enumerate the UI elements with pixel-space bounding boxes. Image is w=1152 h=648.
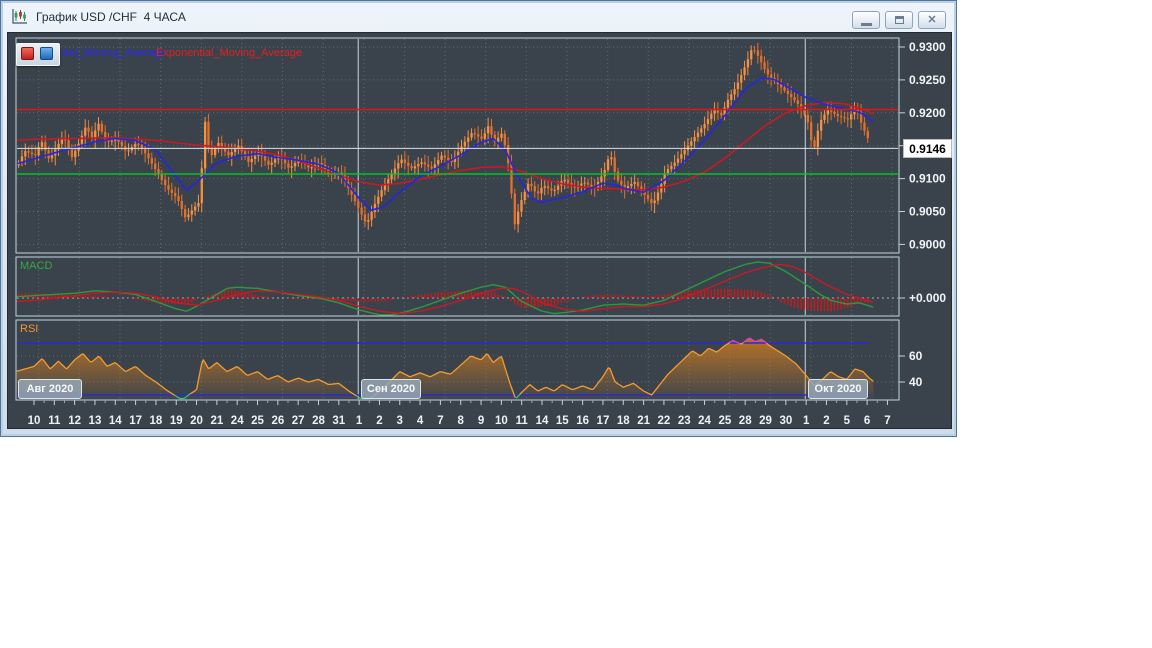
legend-ema-slow-label: Exponential_Moving_Average bbox=[156, 47, 302, 59]
legend-chip-blue[interactable] bbox=[40, 47, 53, 60]
macd-panel[interactable] bbox=[15, 256, 900, 317]
minimize-icon bbox=[860, 22, 872, 26]
close-icon: ✕ bbox=[927, 13, 937, 26]
restore-button[interactable] bbox=[885, 11, 913, 29]
close-button[interactable]: ✕ bbox=[918, 11, 946, 29]
minimize-button[interactable] bbox=[852, 11, 880, 29]
legend-chip-red[interactable] bbox=[21, 47, 34, 60]
chart-canvas: 0.93000.92500.92000.91000.90500.90006040… bbox=[15, 37, 946, 427]
rsi-indicator-label: RSI bbox=[20, 323, 39, 335]
candlestick-chart-icon bbox=[12, 8, 27, 24]
price-panel[interactable] bbox=[15, 37, 900, 254]
month-label-sep: Сен 2020 bbox=[361, 379, 421, 399]
window-controls: ✕ bbox=[852, 11, 946, 29]
month-label-aug: Авг 2020 bbox=[18, 379, 82, 399]
titlebar[interactable]: График USD /CHF 4 ЧАСА ✕ bbox=[1, 1, 956, 32]
legend-chipbox bbox=[16, 43, 60, 66]
window-title: График USD /CHF 4 ЧАСА bbox=[36, 9, 186, 24]
restore-icon bbox=[894, 16, 904, 24]
macd-indicator-label: MACD bbox=[20, 260, 53, 272]
rsi-panel[interactable] bbox=[15, 319, 900, 401]
current-price-badge: 0.9146 bbox=[903, 139, 952, 158]
month-label-oct: Окт 2020 bbox=[808, 379, 868, 399]
